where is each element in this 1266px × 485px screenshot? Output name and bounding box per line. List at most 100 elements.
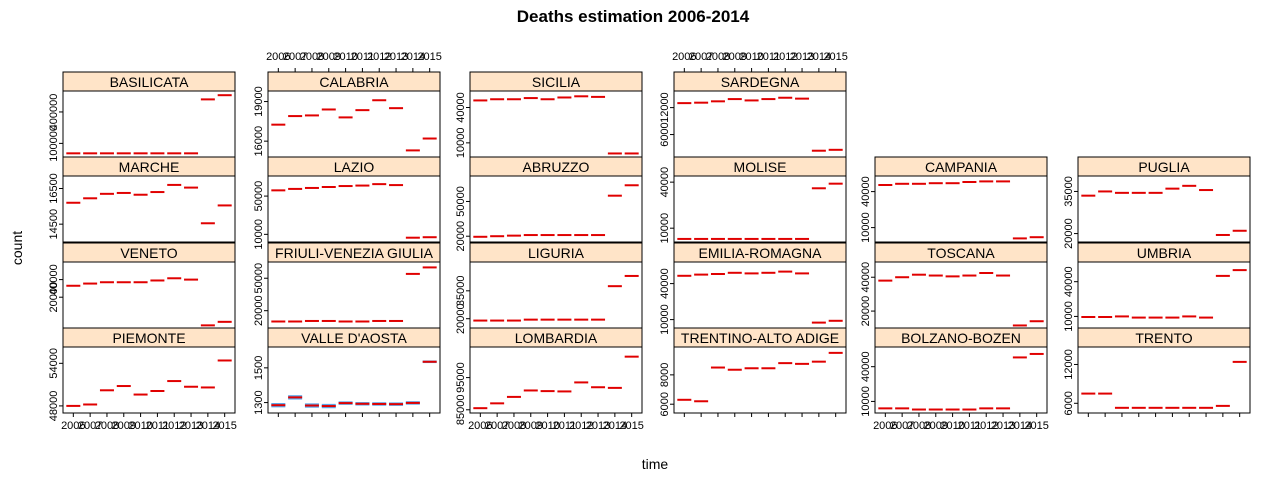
x-tick-label: 2007 <box>689 51 713 63</box>
panel-puglia: PUGLIA 20000 35000 <box>1063 156 1251 249</box>
plot-frame <box>1077 346 1251 414</box>
strip-label: LIGURIA <box>528 245 585 261</box>
x-tick-label: 2012 <box>367 51 391 63</box>
panel-valle-d-aosta: VALLE D'AOSTA 1300 1500 <box>253 327 441 417</box>
y-tick-label: 95000 <box>455 362 467 393</box>
x-tick-label: 2010 <box>128 420 152 432</box>
y-tick-label: 1500 <box>253 356 265 380</box>
y-tick-label: 20000 <box>455 303 467 334</box>
strip-label: CAMPANIA <box>925 159 998 175</box>
y-tick-label: 6000 <box>659 392 671 416</box>
panel-umbria: UMBRIA 10000 40000 <box>1063 242 1251 332</box>
strip-label: ABRUZZO <box>523 159 590 175</box>
x-tick-label: 2006 <box>266 51 290 63</box>
y-tick-label: 50000 <box>253 181 265 212</box>
strip-label: BASILICATA <box>110 74 190 90</box>
strip-label: VALLE D'AOSTA <box>301 330 407 346</box>
x-tick-label: 2013 <box>179 420 203 432</box>
plot-frame <box>673 346 847 414</box>
y-tick-label: 54000 <box>48 348 60 379</box>
panel-emilia-romagna: EMILIA-ROMAGNA 10000 40000 <box>659 242 847 335</box>
strip-label: SARDEGNA <box>721 74 800 90</box>
y-tick-label: 40000 <box>659 167 671 198</box>
x-tick-label: 2006 <box>873 420 897 432</box>
y-tick-label: 8000 <box>659 363 671 387</box>
y-tick-label: 12000 <box>1063 349 1075 380</box>
plot-frame <box>267 90 441 158</box>
x-tick-label: 2014 <box>1008 420 1032 432</box>
y-tick-label: 40000 <box>659 268 671 299</box>
panel-bolzano-bozen: BOLZANO-BOZEN100004000020062007200820092… <box>860 327 1049 432</box>
plot-frame <box>673 175 847 243</box>
x-tick-label: 2013 <box>790 51 814 63</box>
x-axis-label: time <box>642 456 669 472</box>
x-tick-label: 2008 <box>502 420 526 432</box>
y-tick-label: 6000 <box>1063 391 1075 415</box>
x-tick-label: 2009 <box>112 420 136 432</box>
y-tick-label: 100000 <box>48 125 60 162</box>
y-tick-label: 10000 <box>1063 301 1075 332</box>
y-tick-label: 400000 <box>48 94 60 131</box>
plot-frame <box>267 175 441 243</box>
x-tick-label: 2012 <box>569 420 593 432</box>
x-tick-label: 2008 <box>706 51 730 63</box>
plot-frame <box>673 261 847 329</box>
panel-abruzzo: ABRUZZO 20000 50000 <box>455 156 643 252</box>
x-tick-label: 2006 <box>468 420 492 432</box>
x-tick-label: 2007 <box>283 51 307 63</box>
plot-frame <box>1077 261 1251 329</box>
x-tick-label: 2014 <box>401 51 425 63</box>
x-tick-label: 2007 <box>890 420 914 432</box>
x-tick-label: 2009 <box>723 51 747 63</box>
panel-sardegna: SARDEGNA60001200020062007200820092010201… <box>659 51 848 158</box>
x-tick-label: 2015 <box>823 51 847 63</box>
plot-frame <box>673 90 847 158</box>
strip-label: EMILIA-ROMAGNA <box>699 245 823 261</box>
x-tick-label: 2009 <box>317 51 341 63</box>
y-tick-label: 1300 <box>253 390 265 414</box>
x-tick-label: 2013 <box>384 51 408 63</box>
x-tick-label: 2015 <box>212 420 236 432</box>
y-tick-label: 85000 <box>455 394 467 425</box>
strip-label: VENETO <box>120 245 177 261</box>
x-tick-label: 2011 <box>757 51 781 63</box>
x-tick-label: 2015 <box>619 420 643 432</box>
x-tick-label: 2011 <box>351 51 375 63</box>
x-tick-label: 2015 <box>1024 420 1048 432</box>
y-tick-label: 40000 <box>1063 266 1075 297</box>
x-tick-label: 2015 <box>417 51 441 63</box>
panel-calabria: CALABRIA16000190002006200720082009201020… <box>253 51 442 158</box>
y-tick-label: 10000 <box>659 213 671 244</box>
x-tick-label: 2010 <box>535 420 559 432</box>
strip-label: LOMBARDIA <box>515 330 598 346</box>
x-tick-label: 2013 <box>991 420 1015 432</box>
x-tick-label: 2007 <box>78 420 102 432</box>
y-tick-label: 16000 <box>253 126 265 157</box>
x-tick-label: 2011 <box>553 420 577 432</box>
x-tick-label: 2011 <box>958 420 982 432</box>
y-tick-label: 16500 <box>48 173 60 204</box>
x-tick-label: 2006 <box>672 51 696 63</box>
y-tick-label: 40000 <box>860 262 872 293</box>
x-tick-label: 2010 <box>333 51 357 63</box>
plot-frame <box>62 346 236 414</box>
plot-frame <box>62 175 236 243</box>
plot-frame <box>469 261 643 329</box>
y-tick-label: 48000 <box>48 391 60 422</box>
x-tick-label: 2012 <box>162 420 186 432</box>
x-tick-label: 2006 <box>61 420 85 432</box>
y-tick-label: 20000 <box>48 282 60 313</box>
panel-trento: TRENTO 6000 12000 <box>1063 327 1251 417</box>
plot-frame <box>874 175 1048 243</box>
x-tick-label: 2014 <box>807 51 831 63</box>
x-tick-label: 2009 <box>924 420 948 432</box>
y-tick-label: 14500 <box>48 209 60 240</box>
x-tick-label: 2014 <box>196 420 220 432</box>
y-tick-label: 35000 <box>455 276 467 307</box>
y-tick-label: 10000 <box>455 128 467 159</box>
plot-frame <box>267 346 441 414</box>
strip-label: TRENTO <box>1135 330 1192 346</box>
